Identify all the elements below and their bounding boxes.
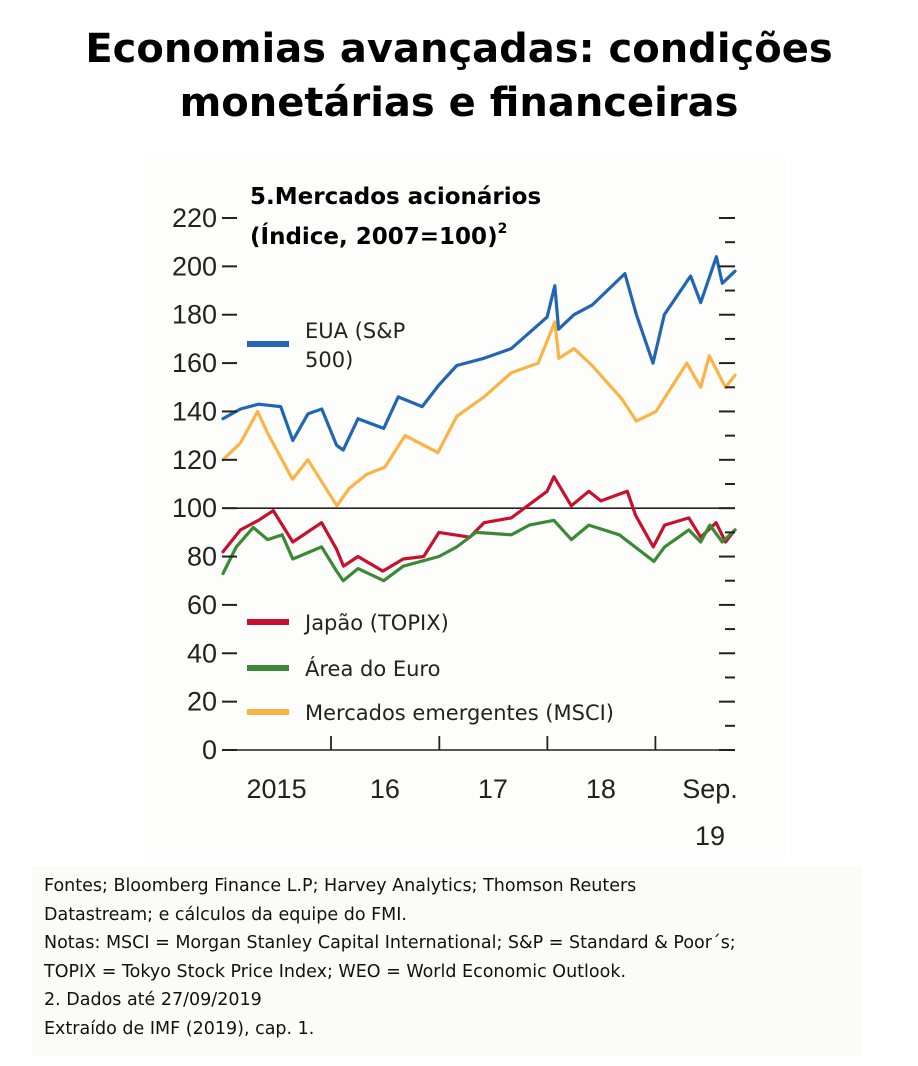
x-tick-label: 2015 bbox=[247, 774, 307, 804]
y-tick-label: 160 bbox=[172, 348, 217, 378]
notes-line-3: Notas: MSCI = Morgan Stanley Capital Int… bbox=[44, 933, 736, 953]
y-tick-label: 180 bbox=[172, 300, 217, 330]
x-tick-label: 19 bbox=[695, 821, 725, 851]
notes-line-2: Datastream; e cálculos da equipe do FMI. bbox=[44, 904, 407, 925]
x-tick-label: 17 bbox=[478, 774, 508, 804]
y-tick-label: 60 bbox=[187, 590, 217, 620]
axes-group: 0 20 40 60 80 100 120 140 160 180 200 220 2015 16 17 18… bbox=[172, 203, 738, 851]
chart-title-line-2: (Índice, 2007=100)2 bbox=[250, 221, 507, 250]
x-tick-label: 16 bbox=[370, 774, 400, 804]
notes-line-1: Fontes; Bloomberg Finance L.P; Harvey An… bbox=[44, 876, 637, 896]
series-line-euro bbox=[221, 518, 737, 583]
legend-group: EUA (S&P 500) Japão (TOPIX) Área do Euro Mer… bbox=[247, 319, 614, 725]
x-tick-label: 18 bbox=[586, 774, 616, 804]
chart-title-superscript: 2 bbox=[498, 221, 508, 237]
x-tick-label: Sep. bbox=[682, 774, 738, 804]
y-tick-label: 140 bbox=[172, 396, 217, 426]
y-tick-label: 80 bbox=[187, 542, 217, 572]
notes-box: Fontes; Bloomberg Finance L.P; Harvey An… bbox=[32, 866, 862, 1056]
notes-line-4: TOPIX = Tokyo Stock Price Index; WEO = W… bbox=[44, 961, 627, 982]
notes-line-6: Extraído de IMF (2019), cap. 1. bbox=[44, 1018, 315, 1039]
legend-label-emerging: Mercados emergentes (MSCI) bbox=[305, 701, 614, 725]
series-line-japan bbox=[221, 475, 737, 573]
slide-title-line-1: Economias avançadas: condições bbox=[85, 26, 833, 72]
y-tick-label: 0 bbox=[202, 735, 217, 765]
series-group bbox=[221, 255, 737, 583]
chart-title-line-1: 5.Mercados acionários bbox=[250, 184, 541, 210]
y-tick-label: 20 bbox=[187, 687, 217, 717]
y-tick-label: 200 bbox=[172, 251, 217, 281]
series-line-us bbox=[221, 255, 737, 452]
y-tick-label: 40 bbox=[187, 638, 217, 668]
y-tick-label: 120 bbox=[172, 445, 217, 475]
legend-label-us: 500) bbox=[305, 348, 353, 372]
y-tick-label: 100 bbox=[172, 493, 217, 523]
chart-title-line-2-text: (Índice, 2007=100) bbox=[250, 222, 498, 250]
series-line-emerging bbox=[221, 320, 737, 508]
stock-index-chart: 0 20 40 60 80 100 120 140 160 180 200 220 2015 16 17 18… bbox=[172, 184, 738, 851]
legend-label-us: EUA (S&P bbox=[305, 319, 405, 343]
slide-title: Economias avançadas: condições monetária… bbox=[0, 22, 918, 130]
legend-label-euro: Área do Euro bbox=[305, 656, 440, 681]
slide-title-line-2: monetárias e financeiras bbox=[179, 80, 739, 126]
y-tick-label: 220 bbox=[172, 203, 217, 233]
legend-label-japan: Japão (TOPIX) bbox=[303, 611, 449, 635]
chart-panel: 0 20 40 60 80 100 120 140 160 180 200 220 2015 16 17 18… bbox=[143, 158, 786, 858]
notes-line-5: 2. Dados até 27/09/2019 bbox=[44, 990, 262, 1010]
